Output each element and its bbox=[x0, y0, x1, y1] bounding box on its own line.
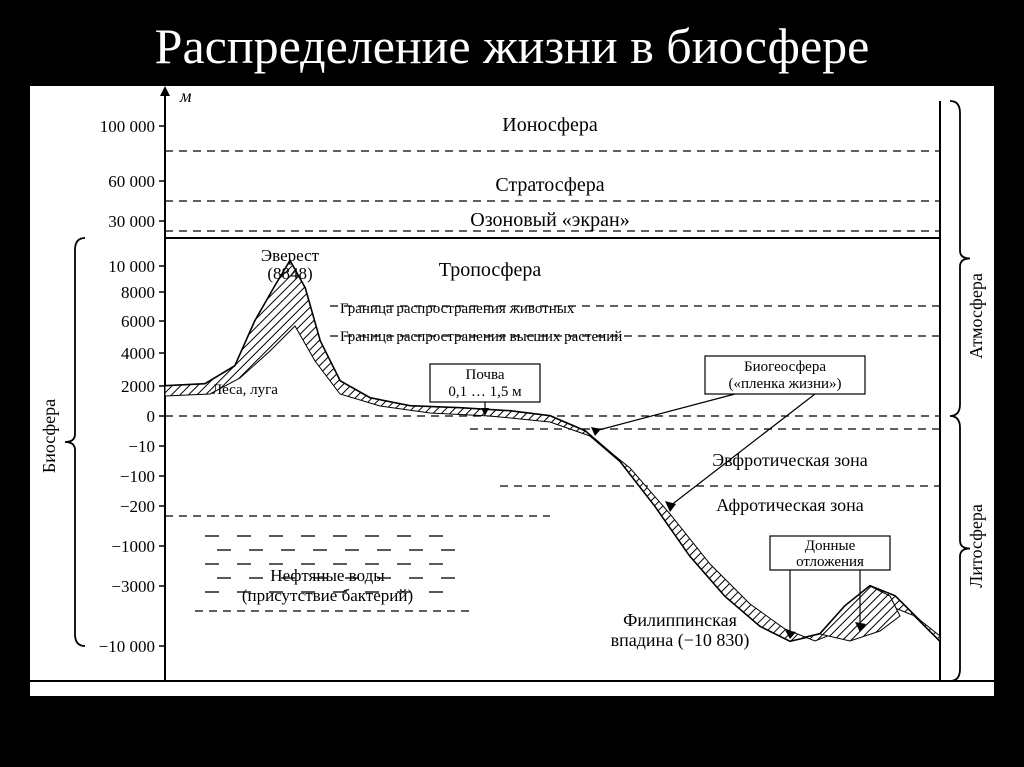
svg-text:−10 000: −10 000 bbox=[99, 637, 155, 656]
svg-text:Стратосфера: Стратосфера bbox=[495, 174, 604, 196]
svg-text:Озоновый «экран»: Озоновый «экран» bbox=[470, 209, 629, 231]
svg-text:−10: −10 bbox=[128, 437, 155, 456]
svg-text:−3000: −3000 bbox=[111, 577, 155, 596]
slide-title: Распределение жизни в биосфере bbox=[0, 0, 1024, 86]
svg-text:Эвфротическая зона: Эвфротическая зона bbox=[712, 450, 867, 470]
svg-text:30 000: 30 000 bbox=[108, 212, 155, 231]
svg-text:Граница распространения высших: Граница распространения высших растений bbox=[340, 329, 622, 345]
svg-text:впадина (−10 830): впадина (−10 830) bbox=[611, 630, 750, 651]
svg-text:Граница распространения животн: Граница распространения животных bbox=[340, 301, 575, 317]
svg-text:−100: −100 bbox=[120, 467, 155, 486]
svg-text:−1000: −1000 bbox=[111, 537, 155, 556]
svg-text:Леса, луга: Леса, луга bbox=[212, 382, 278, 398]
svg-text:Ионосфера: Ионосфера bbox=[502, 114, 598, 136]
svg-text:Нефтяные воды: Нефтяные воды bbox=[270, 566, 385, 585]
svg-text:8000: 8000 bbox=[121, 283, 155, 302]
svg-text:Литосфера: Литосфера bbox=[966, 504, 986, 588]
svg-text:(8848): (8848) bbox=[267, 264, 312, 283]
svg-text:Почва: Почва bbox=[465, 367, 504, 383]
slide: Распределение жизни в биосфере м 100 000 6… bbox=[0, 0, 1024, 767]
svg-text:(«пленка жизни»): («пленка жизни») bbox=[728, 376, 841, 392]
svg-text:Филиппинская: Филиппинская bbox=[623, 610, 737, 630]
svg-text:Биосфера: Биосфера bbox=[39, 398, 59, 472]
svg-text:60 000: 60 000 bbox=[108, 172, 155, 191]
figure: м 100 000 60 000 30 000 10 000 8000 6000 4000 20… bbox=[30, 86, 994, 696]
svg-text:0: 0 bbox=[147, 407, 156, 426]
svg-text:Биогеосфера: Биогеосфера bbox=[744, 359, 826, 375]
svg-text:−200: −200 bbox=[120, 497, 155, 516]
svg-text:10 000: 10 000 bbox=[108, 257, 155, 276]
svg-text:Донные: Донные bbox=[805, 538, 856, 554]
svg-text:6000: 6000 bbox=[121, 312, 155, 331]
svg-text:Тропосфера: Тропосфера bbox=[439, 259, 542, 281]
svg-text:100 000: 100 000 bbox=[100, 117, 155, 136]
svg-text:м: м bbox=[179, 86, 192, 106]
svg-text:4000: 4000 bbox=[121, 344, 155, 363]
svg-text:(присутствие бактерий): (присутствие бактерий) bbox=[242, 586, 413, 605]
svg-text:0,1 … 1,5 м: 0,1 … 1,5 м bbox=[448, 384, 522, 400]
biosphere-diagram: м 100 000 60 000 30 000 10 000 8000 6000 4000 20… bbox=[30, 86, 994, 696]
svg-text:Афротическая зона: Афротическая зона bbox=[716, 495, 864, 515]
svg-text:отложения: отложения bbox=[796, 554, 864, 570]
svg-text:2000: 2000 bbox=[121, 377, 155, 396]
svg-text:Эверест: Эверест bbox=[261, 246, 320, 265]
svg-text:Атмосфера: Атмосфера bbox=[966, 273, 986, 359]
